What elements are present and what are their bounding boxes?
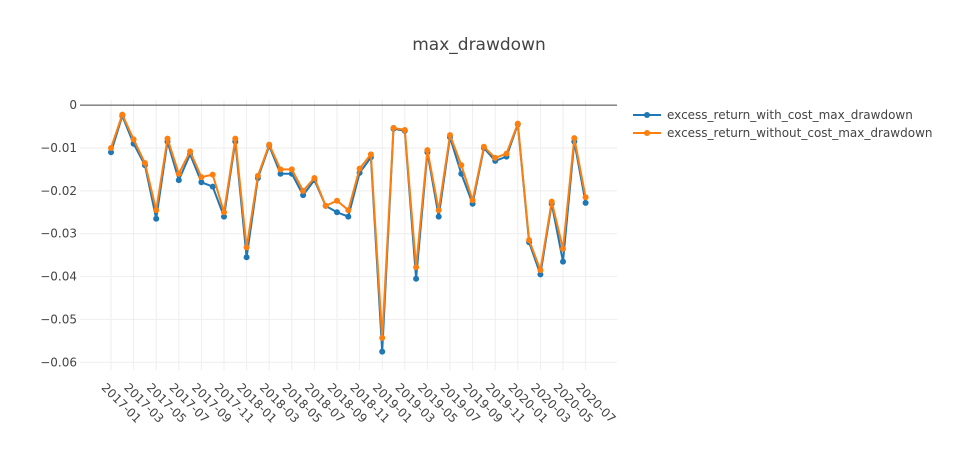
chart-title: max_drawdown <box>412 35 546 55</box>
data-point[interactable] <box>141 160 148 166</box>
data-point[interactable] <box>480 143 487 150</box>
y-tick-label: 0 <box>69 98 77 112</box>
data-point[interactable] <box>175 170 182 177</box>
legend-marker <box>644 112 650 118</box>
data-point[interactable] <box>300 192 307 199</box>
data-point[interactable] <box>311 175 318 181</box>
data-point[interactable] <box>435 213 442 220</box>
legend: excess_return_with_cost_max_drawdownexce… <box>633 108 933 140</box>
data-point[interactable] <box>435 207 442 214</box>
data-point[interactable] <box>582 194 589 201</box>
data-point[interactable] <box>537 267 544 274</box>
data-point[interactable] <box>345 207 352 214</box>
data-point[interactable] <box>537 271 544 278</box>
data-point[interactable] <box>560 258 566 265</box>
y-tick-label: −0.03 <box>40 227 77 241</box>
data-point[interactable] <box>198 179 205 186</box>
data-point[interactable] <box>300 187 307 194</box>
data-point[interactable] <box>277 170 284 177</box>
legend-label: excess_return_with_cost_max_drawdown <box>667 108 913 122</box>
legend-label: excess_return_without_cost_max_drawdown <box>667 126 933 140</box>
y-tick-label: −0.06 <box>40 355 77 369</box>
data-point[interactable] <box>221 213 227 220</box>
data-point[interactable] <box>401 127 408 133</box>
data-point[interactable] <box>492 154 499 161</box>
data-point[interactable] <box>447 132 453 139</box>
data-point[interactable] <box>548 198 555 205</box>
data-point[interactable] <box>424 147 431 154</box>
data-point[interactable] <box>266 141 273 148</box>
data-point[interactable] <box>175 177 182 184</box>
data-point[interactable] <box>198 174 205 181</box>
data-point[interactable] <box>243 244 250 251</box>
data-point[interactable] <box>514 120 521 127</box>
y-tick-label: −0.01 <box>40 141 77 155</box>
y-tick-label: −0.05 <box>40 312 77 326</box>
data-point[interactable] <box>367 151 374 158</box>
y-tick-label: −0.04 <box>40 270 77 284</box>
data-point[interactable] <box>379 334 386 341</box>
plot-area <box>108 111 589 355</box>
data-point[interactable] <box>413 275 420 282</box>
data-point[interactable] <box>345 213 352 220</box>
data-point[interactable] <box>288 166 295 173</box>
y-axis: 0 −0.01 −0.02 −0.03 −0.04 −0.05 −0.06 <box>40 98 617 369</box>
data-point[interactable] <box>560 245 566 252</box>
data-point[interactable] <box>390 124 397 131</box>
data-point[interactable] <box>119 111 126 118</box>
series-without-cost <box>108 111 589 341</box>
data-point[interactable] <box>277 166 284 173</box>
data-point[interactable] <box>503 150 510 157</box>
data-point[interactable] <box>232 135 239 142</box>
data-point[interactable] <box>153 215 160 222</box>
data-point[interactable] <box>413 264 420 271</box>
data-point[interactable] <box>571 135 578 142</box>
data-point[interactable] <box>209 183 216 190</box>
legend-marker <box>644 130 650 136</box>
data-point[interactable] <box>254 172 261 179</box>
data-point[interactable] <box>209 171 216 178</box>
data-point[interactable] <box>164 135 171 142</box>
data-point[interactable] <box>108 145 114 151</box>
data-point[interactable] <box>108 149 114 156</box>
data-point[interactable] <box>334 209 340 216</box>
y-tick-label: −0.02 <box>40 184 77 198</box>
data-point[interactable] <box>458 162 465 169</box>
data-point[interactable] <box>334 197 340 204</box>
data-point[interactable] <box>243 254 250 261</box>
data-point[interactable] <box>187 148 194 155</box>
data-point[interactable] <box>356 165 363 172</box>
data-point[interactable] <box>322 202 329 209</box>
legend-item[interactable]: excess_return_without_cost_max_drawdown <box>633 126 933 140</box>
data-point[interactable] <box>379 348 386 355</box>
data-point[interactable] <box>153 207 160 214</box>
data-point[interactable] <box>582 199 589 206</box>
data-point[interactable] <box>526 237 533 244</box>
data-point[interactable] <box>469 197 476 204</box>
data-point[interactable] <box>130 136 137 143</box>
legend-item[interactable]: excess_return_with_cost_max_drawdown <box>633 108 913 122</box>
x-axis: 2017-012017-032017-052017-072017-092017-… <box>99 380 619 425</box>
grid <box>80 100 617 370</box>
data-point[interactable] <box>221 209 227 216</box>
